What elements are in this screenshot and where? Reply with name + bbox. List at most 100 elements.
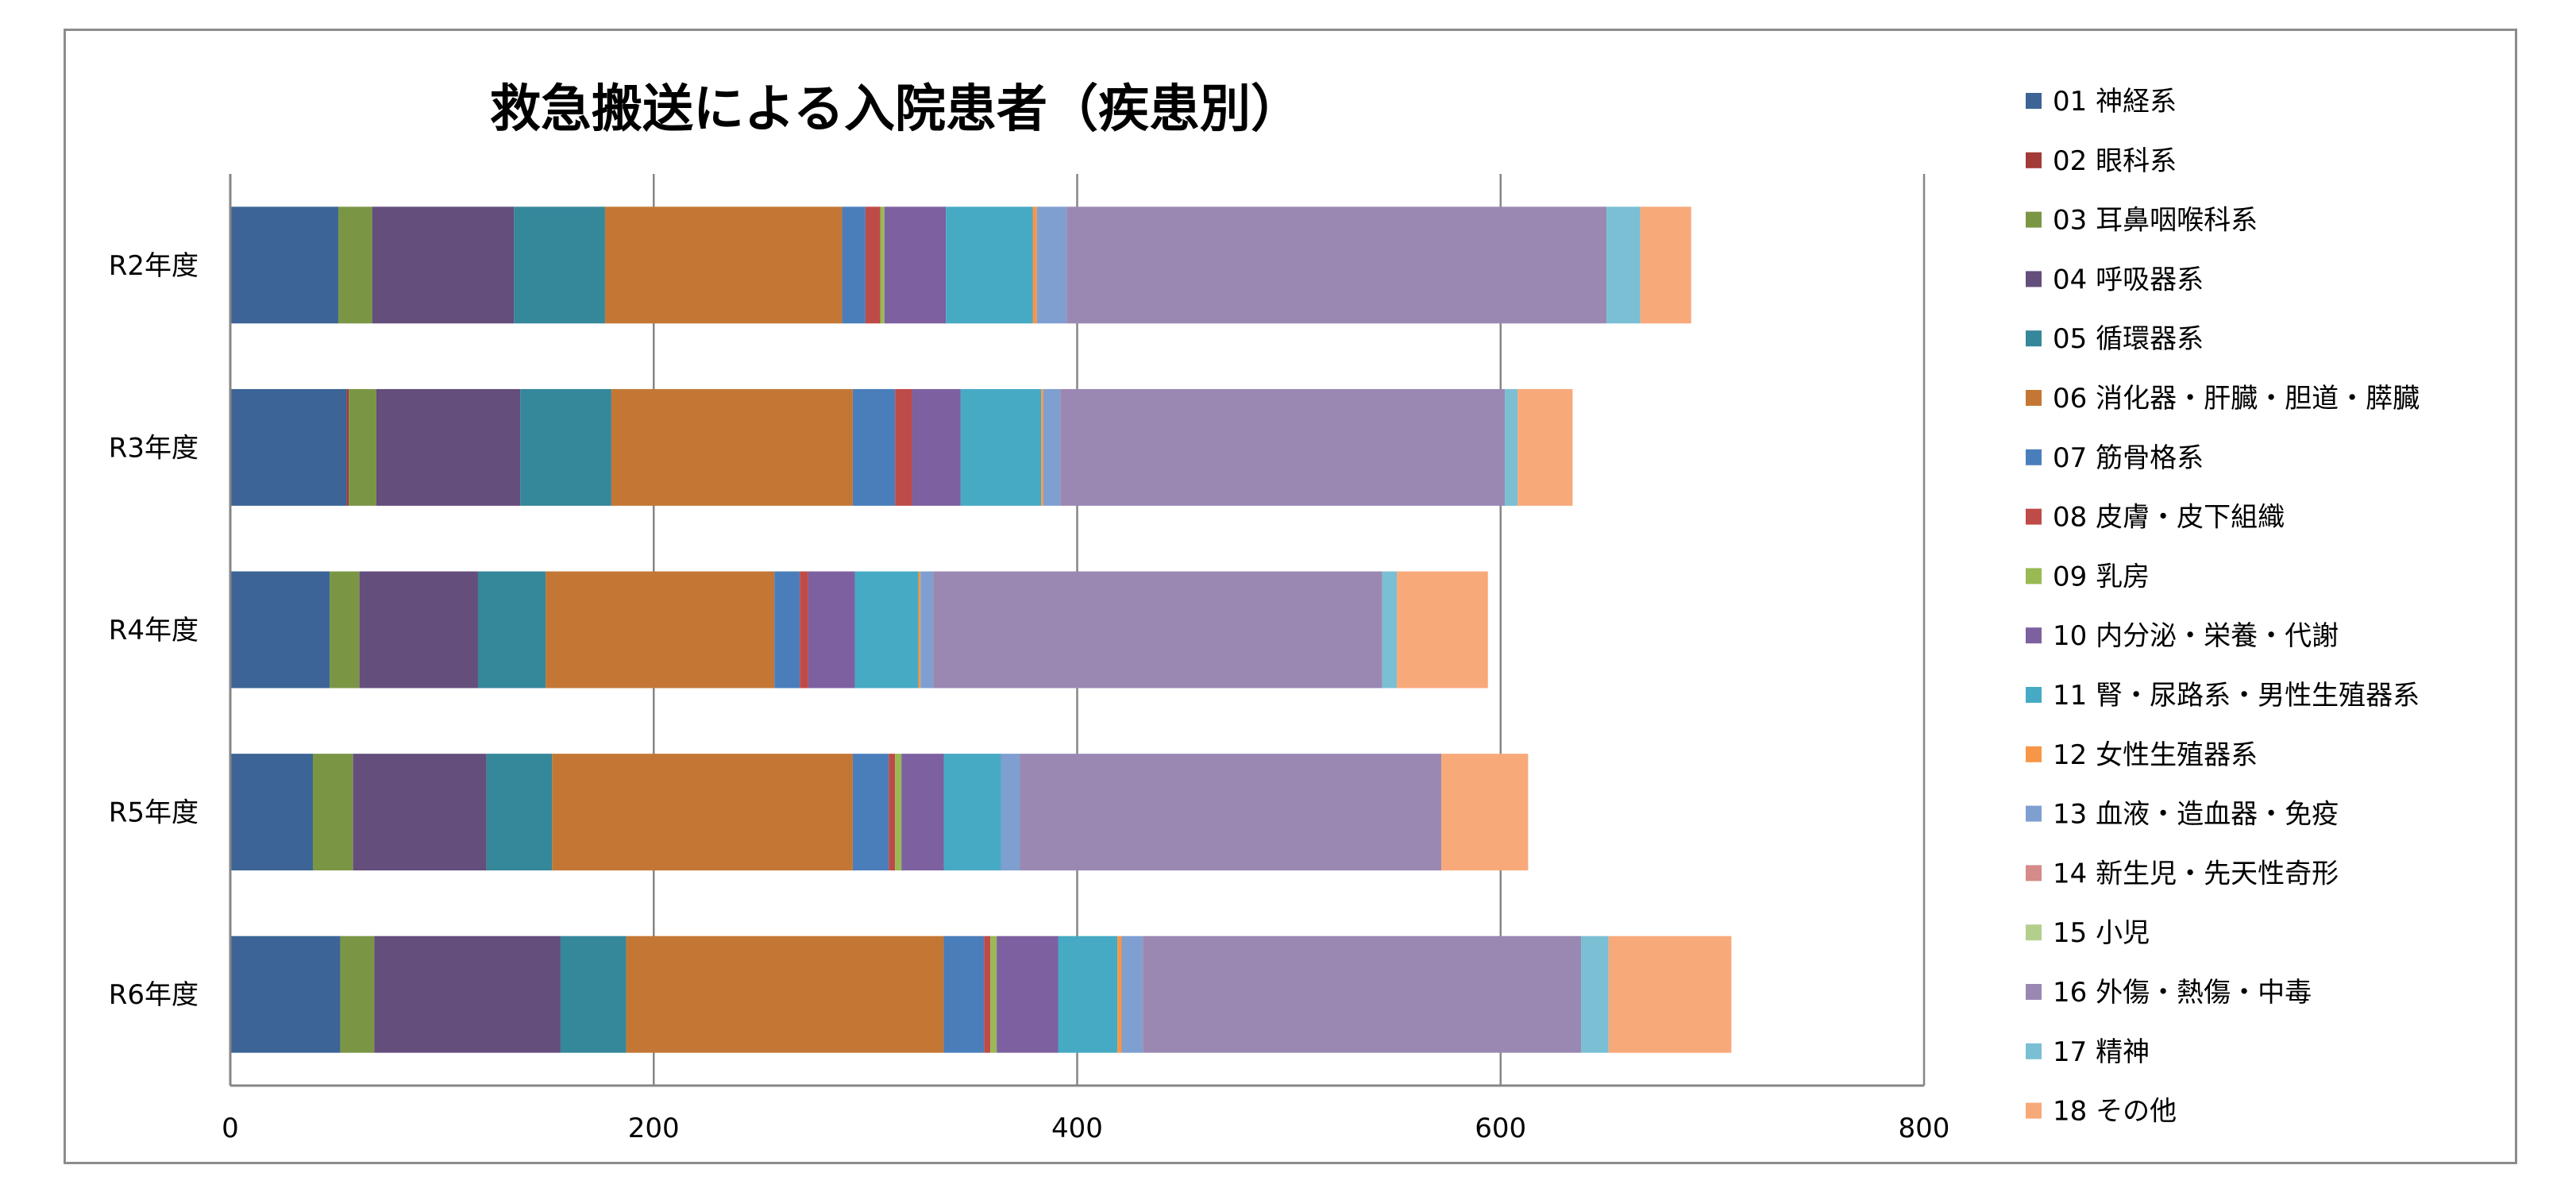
legend-swatch xyxy=(2026,390,2042,406)
bar-segment xyxy=(520,388,611,506)
legend-item: 17 精神 xyxy=(2026,1036,2150,1068)
legend-label: 01 神経系 xyxy=(2053,86,2177,118)
legend-label: 17 精神 xyxy=(2053,1036,2150,1068)
legend-label: 13 血液・造血器・免疫 xyxy=(2053,799,2339,831)
x-tick-label: 0 xyxy=(222,1113,239,1144)
bar-segment xyxy=(1032,206,1037,324)
legend-swatch xyxy=(2026,805,2042,822)
x-tick-label: 200 xyxy=(628,1113,680,1144)
bar-segment xyxy=(774,571,800,689)
legend-label: 09 乳房 xyxy=(2053,561,2150,592)
legend-label: 04 呼吸器系 xyxy=(2053,264,2204,295)
bar-segment xyxy=(1020,754,1442,871)
legend-swatch xyxy=(2026,984,2042,1000)
legend-item: 11 腎・尿路系・男性生殖器系 xyxy=(2026,680,2420,712)
legend-item: 18 その他 xyxy=(2026,1096,2177,1128)
bar-segment xyxy=(808,571,855,689)
bar-segment xyxy=(346,388,349,506)
bar-segment xyxy=(1121,935,1143,1053)
bar-segment xyxy=(1041,388,1043,506)
bar-segment xyxy=(990,935,997,1053)
x-tick-label: 400 xyxy=(1051,1113,1103,1144)
bar-segment xyxy=(1143,935,1582,1053)
bar-segment xyxy=(230,754,313,871)
legend-item: 05 循環器系 xyxy=(2026,323,2204,355)
bar-segment xyxy=(1001,754,1020,871)
bar-segment xyxy=(895,388,912,506)
legend-swatch xyxy=(2026,865,2042,881)
legend-swatch xyxy=(2026,1043,2042,1059)
legend-label: 03 耳鼻咽喉科系 xyxy=(2053,205,2258,237)
bar-segment xyxy=(1382,571,1398,689)
bar-segment xyxy=(477,571,546,689)
legend-item: 14 新生児・先天性奇形 xyxy=(2026,858,2339,889)
x-tick-label: 800 xyxy=(1899,1113,1950,1144)
legend-item: 10 内分泌・栄養・代謝 xyxy=(2026,620,2339,652)
legend-item: 09 乳房 xyxy=(2026,561,2150,592)
legend-swatch xyxy=(2026,746,2042,762)
legend-label: 11 腎・尿路系・男性生殖器系 xyxy=(2053,680,2420,712)
bar-segment xyxy=(1058,935,1118,1053)
legend-swatch xyxy=(2026,271,2042,287)
bar-segment xyxy=(330,571,360,689)
legend-swatch xyxy=(2026,627,2042,644)
bar-segment xyxy=(1517,388,1573,506)
legend-item: 16 外傷・熱傷・中毒 xyxy=(2026,977,2312,1009)
bar-segment xyxy=(912,388,961,506)
bar-segment xyxy=(374,935,561,1053)
bar-segment xyxy=(960,388,1042,506)
bar-segment xyxy=(604,206,843,324)
bar-segment xyxy=(1036,206,1067,324)
category-labels: R2年度 R3年度 R4年度 R5年度 R6年度 xyxy=(109,250,199,1011)
bar-segment xyxy=(340,935,375,1053)
bar-segment xyxy=(359,571,478,689)
legend-label: 10 内分泌・栄養・代謝 xyxy=(2053,620,2339,652)
legend-label: 02 眼科系 xyxy=(2053,145,2177,177)
axes xyxy=(229,174,1924,1087)
bar-segment xyxy=(230,935,341,1053)
bar-segment xyxy=(933,571,1382,689)
category-label: R5年度 xyxy=(109,797,199,829)
bar-segment xyxy=(889,754,896,871)
legend-label: 07 筋骨格系 xyxy=(2053,442,2204,474)
bar-segment xyxy=(997,935,1059,1053)
bar-segment xyxy=(1640,206,1691,324)
bar-segment xyxy=(946,206,1033,324)
legend-item: 04 呼吸器系 xyxy=(2026,264,2204,295)
legend-label: 18 その他 xyxy=(2053,1096,2177,1128)
legend-swatch xyxy=(2026,568,2042,584)
bar-segment xyxy=(372,206,515,324)
legend-item: 02 眼科系 xyxy=(2026,145,2177,177)
bar-segment xyxy=(901,754,944,871)
category-label: R3年度 xyxy=(109,432,199,464)
category-label: R4年度 xyxy=(109,615,199,646)
bar-segment xyxy=(1066,206,1607,324)
bar-segment xyxy=(880,206,885,324)
chart-title: 救急搬送による入院患者（疾患別） xyxy=(490,80,1301,139)
legend-swatch xyxy=(2026,1102,2042,1119)
legend-swatch xyxy=(2026,449,2042,465)
bar-segment xyxy=(230,571,330,689)
legend-swatch xyxy=(2026,508,2042,525)
bar-segment xyxy=(486,754,553,871)
legend-item: 01 神経系 xyxy=(2026,86,2177,118)
legend-item: 03 耳鼻咽喉科系 xyxy=(2026,205,2258,237)
bar-segment xyxy=(800,571,808,689)
bar-segment xyxy=(984,935,991,1053)
bar-segment xyxy=(854,571,919,689)
legend-item: 08 皮膚・皮下組織 xyxy=(2026,502,2285,534)
bar-segment xyxy=(230,206,338,324)
bar-segment xyxy=(884,206,947,324)
bar-segment xyxy=(1608,935,1732,1053)
bar-segment xyxy=(353,754,487,871)
legend: 01 神経系 02 眼科系 03 耳鼻咽喉科系 04 呼吸器系 05 循環器系 06 消化… xyxy=(2026,86,2420,1128)
legend-label: 05 循環器系 xyxy=(2053,323,2204,355)
legend-label: 16 外傷・熱傷・中毒 xyxy=(2053,977,2312,1009)
bar-segment xyxy=(920,571,934,689)
bar-segment xyxy=(546,571,775,689)
bar-segment xyxy=(943,935,985,1053)
bars xyxy=(230,206,1732,1053)
bar-segment xyxy=(1581,935,1609,1053)
